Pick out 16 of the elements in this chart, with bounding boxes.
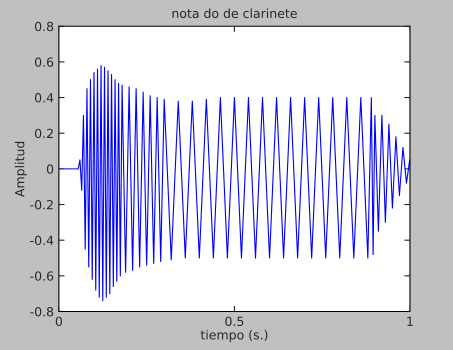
y-tick-label: 0.6 [34,57,54,67]
y-tick-label: 0.2 [34,128,53,138]
y-tick-label: 0 [46,164,54,174]
y-tick-label: -0.6 [30,271,54,281]
y-axis-title: Amplitud [14,142,27,197]
x-axis-title: tiempo (s.) [200,330,268,342]
chart-title: nota do de clarinete [172,8,297,18]
y-tick-label: -0.4 [30,236,54,246]
line-series [58,64,410,302]
y-tick-label: -0.2 [30,200,53,210]
x-tick-label: 0.5 [225,316,244,326]
x-tick-label: 1 [407,316,413,326]
y-tick-label: 0.8 [34,22,54,32]
y-tick-label: 0.4 [34,93,54,102]
y-tick-label: -0.8 [30,306,54,316]
x-tick-label: 0 [56,316,62,326]
